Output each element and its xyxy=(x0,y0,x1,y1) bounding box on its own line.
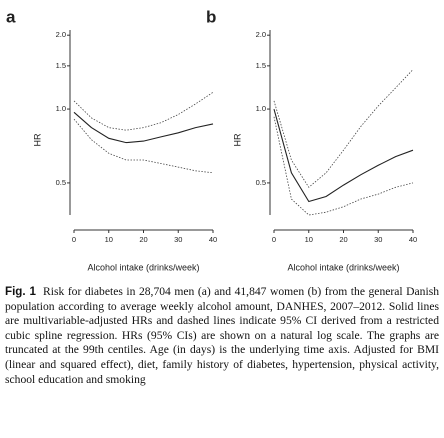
ci-line xyxy=(73,118,214,174)
x-tick-label: 10 xyxy=(105,235,113,244)
x-tick-label: 20 xyxy=(139,235,147,244)
y-axis-label: HR xyxy=(232,133,242,146)
y-tick-label: 1.0 xyxy=(256,104,266,113)
y-tick-label: 2.0 xyxy=(56,30,66,39)
ci-line xyxy=(73,91,214,131)
ci-line xyxy=(273,69,414,188)
x-axis-label: Alcohol intake (drinks/week) xyxy=(287,262,399,272)
y-tick-label: 1.5 xyxy=(56,61,66,70)
caption: Fig. 1 Risk for diabetes in 28,704 men (… xyxy=(5,285,439,387)
y-tick-label: 1.0 xyxy=(56,104,66,113)
panel-label: b xyxy=(206,7,216,26)
caption-text: Risk for diabetes in 28,704 men (a) and … xyxy=(5,285,440,386)
ci-line xyxy=(273,116,414,216)
y-tick-label: 2.0 xyxy=(256,30,266,39)
hr-line xyxy=(273,108,414,203)
x-tick-label: 40 xyxy=(209,235,217,244)
y-axis-label: HR xyxy=(32,133,42,146)
x-tick-label: 40 xyxy=(409,235,417,244)
y-tick-label: 0.5 xyxy=(56,178,66,187)
x-tick-label: 30 xyxy=(174,235,182,244)
caption-label: Fig. 1 xyxy=(5,285,36,298)
y-tick-label: 1.5 xyxy=(256,61,266,70)
figure: a 2.0 1.5 1.0 0.5 0 10 20 30 40 HR Alcohol intake (… xyxy=(6,7,417,272)
x-tick-label: 10 xyxy=(305,235,313,244)
panel-label: a xyxy=(6,7,16,26)
y-tick-label: 0.5 xyxy=(256,178,266,187)
x-tick-label: 0 xyxy=(272,235,276,244)
x-axis-label: Alcohol intake (drinks/week) xyxy=(87,262,199,272)
x-tick-label: 20 xyxy=(339,235,347,244)
x-tick-label: 30 xyxy=(374,235,382,244)
x-tick-label: 0 xyxy=(72,235,76,244)
hr-line xyxy=(73,111,214,144)
